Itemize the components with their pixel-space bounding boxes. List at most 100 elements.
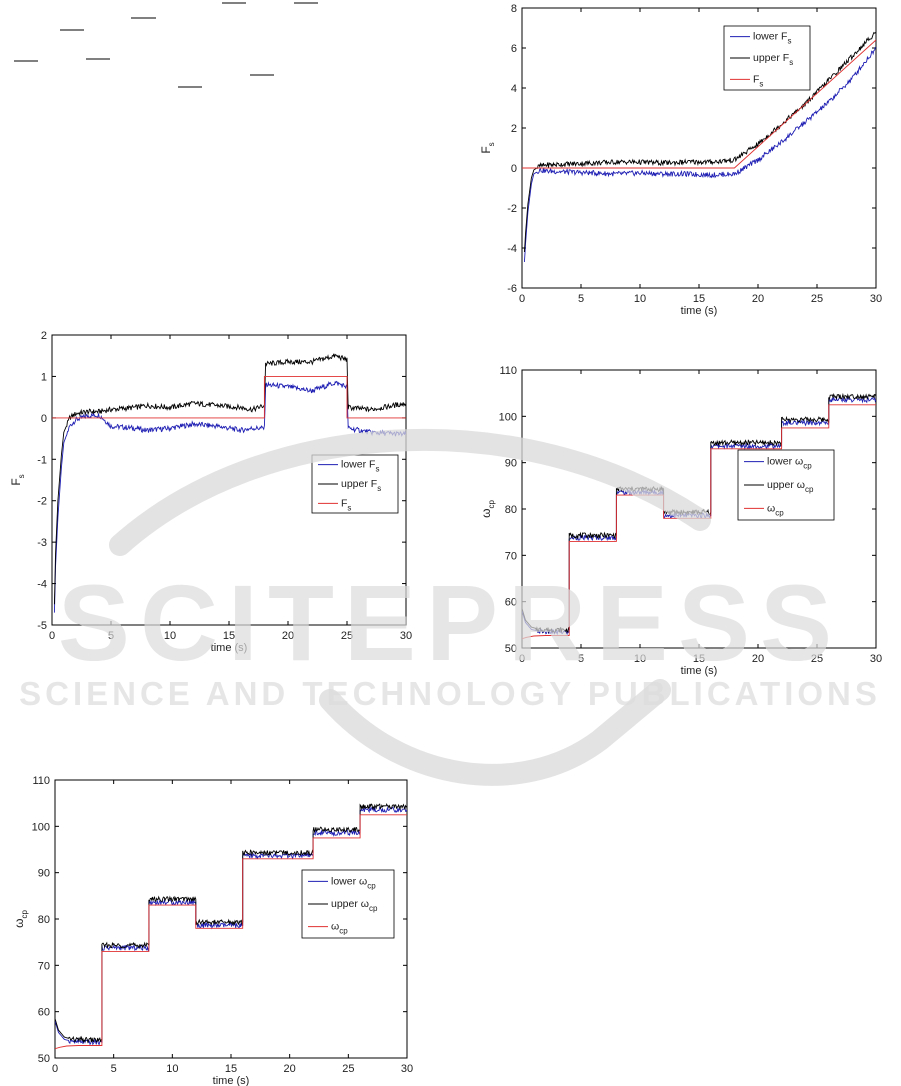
y-tick-label: 70 [38,960,50,972]
label-text: upper F [341,478,377,490]
y-axis-label: ωcp [479,500,496,518]
watermark-swoosh [319,679,671,786]
y-axis-label-text: F [479,146,493,153]
y-tick-label: -6 [507,283,517,295]
x-axis-label: time (s) [211,642,248,654]
label-subscript: s [759,79,763,88]
legend-entry: lower Fs [753,31,791,46]
label-subscript: cp [805,485,814,494]
label-text: lower ω [331,875,367,887]
x-axis-label: time (s) [213,1075,250,1086]
legend-entry: ωcp [331,921,348,936]
series-line [522,39,876,169]
x-tick-label: 25 [811,293,823,305]
x-tick-label: 30 [870,653,882,665]
label-subscript: cp [775,508,784,517]
y-tick-label: -5 [37,620,47,632]
label-subscript: cp [803,462,812,471]
y-tick-label: 2 [511,123,517,135]
x-tick-label: 30 [870,293,882,305]
y-tick-label: 90 [505,458,517,470]
label-subscript: s [375,465,379,474]
y-tick-label: 110 [499,365,517,377]
y-tick-label: -2 [507,203,517,215]
y-axis-label: Fs [479,142,496,153]
y-axis-label-text: ω [479,509,493,518]
x-tick-label: 25 [341,630,353,642]
label-text: ω [331,921,339,933]
y-axis-label: Fs [9,474,26,485]
legend-entry: ωcp [767,502,784,517]
x-tick-label: 0 [519,293,525,305]
plot-area [521,7,877,289]
x-tick-label: 30 [401,1063,413,1075]
x-tick-label: 0 [52,1063,58,1075]
label-text: lower F [753,31,787,43]
label-subscript: cp [339,927,348,936]
label-subscript: s [787,37,791,46]
y-tick-label: -3 [37,537,47,549]
label-text: lower F [341,459,375,471]
label-text: lower ω [767,456,803,468]
label-text: ω [767,502,775,514]
series-line [55,814,407,1050]
y-tick-label: 0 [511,163,517,175]
x-tick-label: 20 [282,630,294,642]
y-axis-label-subscript: cp [20,910,29,919]
legend-entry: upper ωcp [767,479,814,494]
x-tick-label: 20 [752,293,764,305]
y-axis-label-text: ω [12,919,26,928]
y-tick-label: 4 [511,83,517,95]
y-tick-label: 6 [511,43,517,55]
x-tick-label: 30 [400,630,412,642]
y-tick-label: -1 [37,454,47,466]
y-tick-label: 80 [38,914,50,926]
y-tick-label: 110 [32,775,50,787]
x-tick-label: 20 [284,1063,296,1075]
y-tick-label: 50 [505,643,517,655]
y-tick-label: -4 [37,579,47,591]
x-tick-label: 0 [49,630,55,642]
x-tick-label: 15 [693,653,705,665]
series-line [53,353,406,605]
label-text: upper F [753,52,789,64]
label-subscript: cp [369,904,378,913]
label-text: upper ω [767,479,805,491]
x-axis-label: time (s) [681,305,718,317]
label-text: upper ω [331,898,369,910]
x-tick-label: 5 [111,1063,117,1075]
y-tick-label: 60 [505,597,517,609]
x-tick-label: 10 [164,630,176,642]
y-axis-label-subscript: s [487,142,496,146]
y-tick-label: 100 [499,411,517,423]
x-tick-label: 15 [693,293,705,305]
series-line [52,375,406,419]
x-tick-label: 15 [223,630,235,642]
watermark-subtitle: SCIENCE AND TECHNOLOGY PUBLICATIONS [19,675,881,712]
legend-entry: upper Fs [753,52,793,67]
series-line [523,46,876,263]
x-tick-label: 5 [108,630,114,642]
series-line [523,31,876,253]
x-tick-label: 5 [578,653,584,665]
legend-entry: lower ωcp [767,456,812,471]
label-subscript: cp [367,881,376,890]
x-tick-label: 10 [634,653,646,665]
y-axis-label: ωcp [12,910,29,928]
y-tick-label: 60 [38,1007,50,1019]
x-tick-label: 0 [519,653,525,665]
x-tick-label: 25 [342,1063,354,1075]
y-axis-label-subscript: s [17,474,26,478]
y-tick-label: 0 [41,413,47,425]
x-tick-label: 10 [166,1063,178,1075]
y-tick-label: 50 [38,1053,50,1065]
label-subscript: s [789,58,793,67]
x-tick-label: 5 [578,293,584,305]
y-tick-label: 1 [41,371,47,383]
label-subscript: s [377,484,381,493]
legend-entry: upper ωcp [331,898,378,913]
